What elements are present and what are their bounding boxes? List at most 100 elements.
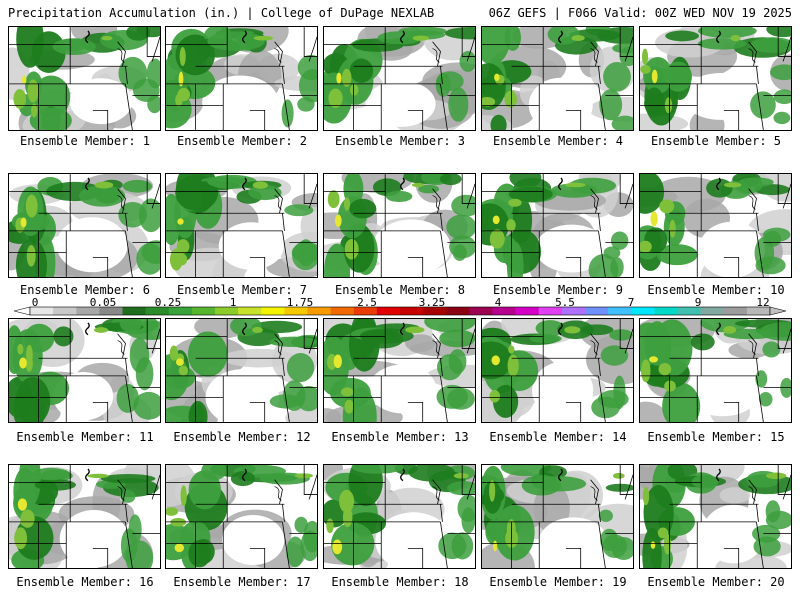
ensemble-member-label: Ensemble Member: 11 xyxy=(16,430,154,444)
ensemble-member-map xyxy=(165,173,318,278)
colorbar-tick-label: 3.25 xyxy=(418,296,446,309)
colorbar-tick-label: 9 xyxy=(694,296,702,309)
ensemble-member-label: Ensemble Member: 12 xyxy=(173,430,311,444)
colorbar-swatch xyxy=(446,307,470,315)
precip-map-graphic xyxy=(482,319,633,422)
ensemble-member-map xyxy=(323,318,476,423)
colorbar-swatch xyxy=(700,307,725,315)
ensemble-member-label: Ensemble Member: 7 xyxy=(176,283,308,297)
precip-map-graphic xyxy=(166,174,317,277)
colorbar-tick-label: 1 xyxy=(229,296,237,309)
colorbar-tick-label: 7 xyxy=(627,296,635,309)
colorbar-tick-label: 1.75 xyxy=(286,296,314,309)
ensemble-member-map xyxy=(323,173,476,278)
precip-map-graphic xyxy=(640,465,791,568)
colorbar-swatch xyxy=(30,307,54,315)
precip-map-graphic xyxy=(324,174,475,277)
colorbar-swatch xyxy=(76,307,100,315)
ensemble-member-map xyxy=(639,318,792,423)
precip-map-graphic xyxy=(482,174,633,277)
colorbar-swatch xyxy=(330,307,355,315)
map-title: Precipitation Accumulation (in.) | Colle… xyxy=(8,6,435,20)
precip-map-graphic xyxy=(9,174,160,277)
ensemble-member-map xyxy=(8,173,161,278)
colorbar-swatch xyxy=(723,307,748,315)
colorbar xyxy=(13,306,787,316)
ensemble-member-map xyxy=(8,318,161,423)
colorbar-left-arrow xyxy=(13,306,31,316)
precip-map-graphic xyxy=(640,27,791,130)
precip-map-graphic xyxy=(482,465,633,568)
colorbar-swatch xyxy=(376,307,401,315)
colorbar-swatch xyxy=(561,307,586,315)
colorbar-tick-label: 0 xyxy=(31,296,39,309)
precip-map-graphic xyxy=(166,465,317,568)
ensemble-member-label: Ensemble Member: 16 xyxy=(16,575,154,589)
colorbar-swatch xyxy=(654,307,678,315)
ensemble-member-map xyxy=(481,464,634,569)
precip-map-graphic xyxy=(9,319,160,422)
ensemble-member-label: Ensemble Member: 9 xyxy=(492,283,624,297)
colorbar-tick-label: 12 xyxy=(756,296,770,309)
ensemble-member-map xyxy=(481,26,634,131)
colorbar-swatch xyxy=(677,307,701,315)
ensemble-member-map xyxy=(8,464,161,569)
colorbar-swatch xyxy=(191,307,216,315)
colorbar-swatch xyxy=(261,307,285,315)
colorbar-swatch xyxy=(145,307,170,315)
ensemble-member-label: Ensemble Member: 2 xyxy=(176,134,308,148)
colorbar-right-arrow xyxy=(769,306,787,316)
ensemble-member-map xyxy=(323,26,476,131)
ensemble-member-label: Ensemble Member: 10 xyxy=(647,283,785,297)
precip-map-graphic xyxy=(640,319,791,422)
ensemble-member-map xyxy=(481,318,634,423)
ensemble-member-label: Ensemble Member: 15 xyxy=(647,430,785,444)
ensemble-member-map xyxy=(323,464,476,569)
ensemble-member-label: Ensemble Member: 19 xyxy=(489,575,627,589)
ensemble-member-map xyxy=(639,26,792,131)
precip-map-graphic xyxy=(324,465,475,568)
precip-map-graphic xyxy=(9,27,160,130)
colorbar-swatch xyxy=(631,307,655,315)
colorbar-swatch xyxy=(53,307,77,315)
precip-map-graphic xyxy=(324,319,475,422)
precip-map-graphic xyxy=(166,319,317,422)
colorbar-swatch xyxy=(492,307,516,315)
ensemble-member-label: Ensemble Member: 5 xyxy=(650,134,782,148)
colorbar-tick-label: 4 xyxy=(494,296,502,309)
precip-map-graphic xyxy=(166,27,317,130)
colorbar-tick-label: 5.5 xyxy=(555,296,575,309)
ensemble-member-map xyxy=(165,464,318,569)
colorbar-swatch xyxy=(400,307,424,315)
colorbar-swatch xyxy=(122,307,146,315)
ensemble-member-label: Ensemble Member: 8 xyxy=(334,283,466,297)
colorbar-swatch xyxy=(585,307,609,315)
colorbar-tick-label: 0.25 xyxy=(154,296,182,309)
colorbar-swatch xyxy=(99,307,123,315)
precip-map-graphic xyxy=(9,465,160,568)
ensemble-member-label: Ensemble Member: 18 xyxy=(331,575,469,589)
colorbar-tick-label: 2.5 xyxy=(357,296,377,309)
colorbar-swatch xyxy=(608,307,632,315)
precip-map-graphic xyxy=(482,27,633,130)
ensemble-member-label: Ensemble Member: 4 xyxy=(492,134,624,148)
ensemble-member-label: Ensemble Member: 17 xyxy=(173,575,311,589)
ensemble-member-label: Ensemble Member: 6 xyxy=(19,283,151,297)
ensemble-member-label: Ensemble Member: 13 xyxy=(331,430,469,444)
precip-map-graphic xyxy=(640,174,791,277)
colorbar-swatch xyxy=(284,307,308,315)
colorbar-swatch xyxy=(469,307,493,315)
ensemble-member-map xyxy=(639,173,792,278)
colorbar-swatch xyxy=(746,307,771,315)
colorbar-swatch xyxy=(423,307,447,315)
ensemble-member-map xyxy=(165,318,318,423)
colorbar-swatch xyxy=(353,307,378,315)
colorbar-swatch xyxy=(238,307,262,315)
ensemble-member-map xyxy=(165,26,318,131)
colorbar-swatch xyxy=(215,307,239,315)
ensemble-member-label: Ensemble Member: 20 xyxy=(647,575,785,589)
colorbar-swatch xyxy=(515,307,540,315)
run-valid-time: 06Z GEFS | F066 Valid: 00Z WED NOV 19 20… xyxy=(488,6,792,20)
ensemble-member-map xyxy=(639,464,792,569)
ensemble-member-map xyxy=(8,26,161,131)
